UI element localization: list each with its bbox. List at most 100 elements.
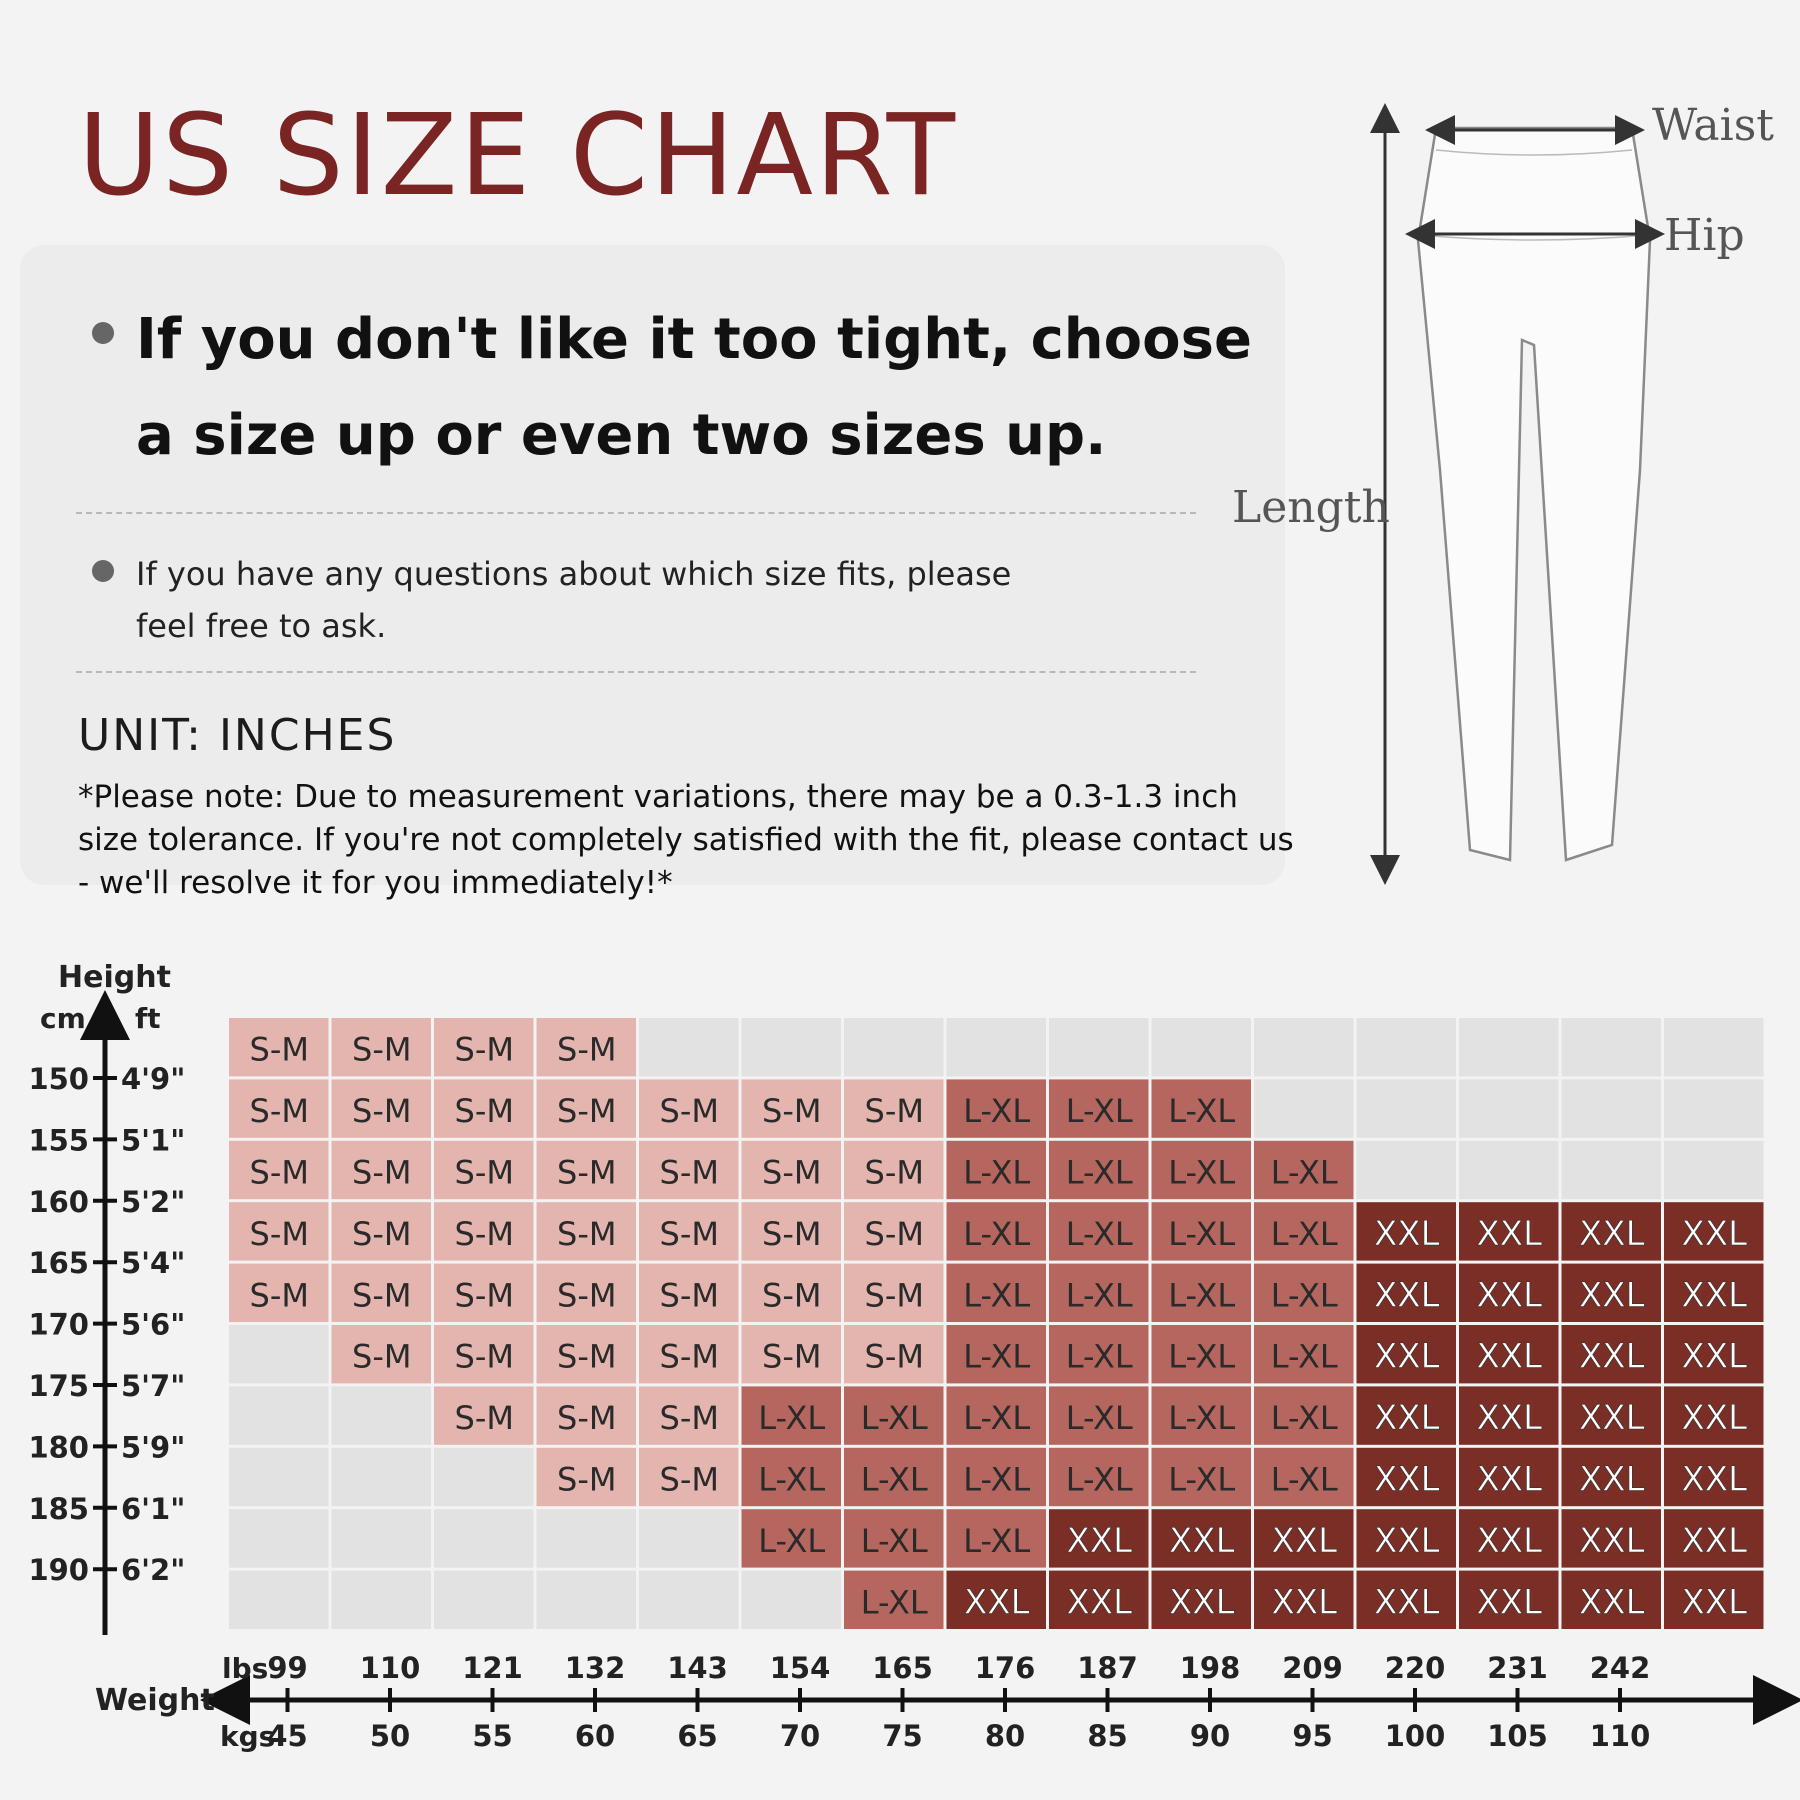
size-cell <box>946 1202 1046 1261</box>
size-label: XXL <box>1579 1521 1645 1561</box>
weight-tick-kgs: 90 <box>1190 1719 1230 1753</box>
size-label: S-M <box>557 1338 616 1376</box>
size-cell <box>434 1018 534 1077</box>
size-label: L-XL <box>963 1215 1030 1253</box>
size-cell <box>946 1263 1046 1322</box>
size-label: XXL <box>1476 1337 1542 1377</box>
size-cell <box>229 1509 329 1568</box>
height-unit-ft: ft <box>135 1002 161 1035</box>
page-title: US SIZE CHART <box>78 91 958 221</box>
size-label: S-M <box>762 1276 821 1314</box>
size-cell <box>1254 1079 1354 1138</box>
weight-tick-lbs: 154 <box>770 1651 831 1685</box>
size-label: S-M <box>762 1154 821 1192</box>
size-cell <box>844 1140 944 1200</box>
size-label: S-M <box>865 1154 924 1192</box>
size-cell <box>741 1509 841 1568</box>
size-cell <box>1254 1570 1354 1629</box>
size-cell <box>741 1447 841 1507</box>
size-cell <box>1254 1447 1354 1507</box>
size-label: XXL <box>1374 1460 1440 1500</box>
size-label: L-XL <box>1066 1276 1133 1314</box>
size-cell <box>1459 1079 1559 1138</box>
weight-unit-lbs: lbs <box>222 1652 268 1685</box>
leggings-figure <box>1370 103 1665 885</box>
size-label: XXL <box>964 1582 1030 1622</box>
size-cell <box>1561 1140 1661 1200</box>
height-tick-cm: 175 <box>28 1369 89 1403</box>
size-label: S-M <box>250 1092 309 1130</box>
size-cell <box>229 1140 329 1200</box>
weight-tick-kgs: 60 <box>575 1719 615 1753</box>
size-label: L-XL <box>1168 1399 1235 1437</box>
height-unit-cm: cm <box>40 1002 86 1035</box>
size-label: S-M <box>557 1399 616 1437</box>
size-label: S-M <box>660 1092 719 1130</box>
weight-tick-lbs: 176 <box>975 1651 1036 1685</box>
size-cell <box>1151 1140 1251 1200</box>
size-label: S-M <box>557 1092 616 1130</box>
main-tip: If you don't like it too tight, choose a… <box>136 307 1252 468</box>
size-cell <box>639 1325 739 1384</box>
height-tick-ft: 5'4" <box>121 1246 185 1280</box>
size-cell <box>229 1079 329 1138</box>
size-cell <box>1356 1202 1456 1261</box>
size-label: L-XL <box>758 1461 825 1499</box>
size-cell <box>844 1325 944 1384</box>
size-label: S-M <box>557 1461 616 1499</box>
size-label: L-XL <box>1271 1461 1338 1499</box>
size-cell <box>1049 1447 1149 1507</box>
tolerance-note: *Please note: Due to measurement variati… <box>78 779 1294 901</box>
size-label: S-M <box>455 1338 514 1376</box>
size-cell <box>1151 1386 1251 1445</box>
size-cell <box>741 1202 841 1261</box>
size-cell <box>741 1018 841 1077</box>
size-label: S-M <box>250 1154 309 1192</box>
size-label: L-XL <box>963 1338 1030 1376</box>
size-label: XXL <box>1476 1214 1542 1254</box>
size-label: S-M <box>865 1215 924 1253</box>
size-cell <box>1254 1202 1354 1261</box>
size-label: L-XL <box>963 1399 1030 1437</box>
weight-tick-kgs: 75 <box>882 1719 922 1753</box>
size-label: XXL <box>1374 1398 1440 1438</box>
size-cell <box>639 1386 739 1445</box>
size-cell <box>844 1018 944 1077</box>
size-cell <box>536 1202 636 1261</box>
size-label: XXL <box>1476 1275 1542 1315</box>
weight-tick-lbs: 99 <box>267 1651 307 1685</box>
unit-label: UNIT: INCHES <box>78 710 397 761</box>
dashed-divider <box>76 512 1196 514</box>
size-cell <box>1561 1386 1661 1445</box>
size-label: S-M <box>455 1031 514 1069</box>
weight-tick-lbs: 198 <box>1180 1651 1241 1685</box>
size-label: L-XL <box>1066 1461 1133 1499</box>
size-label: S-M <box>455 1154 514 1192</box>
size-label: XXL <box>1374 1337 1440 1377</box>
size-label: S-M <box>557 1215 616 1253</box>
height-tick-ft: 4'9" <box>121 1062 185 1096</box>
size-label: XXL <box>1579 1214 1645 1254</box>
weight-tick-lbs: 165 <box>872 1651 933 1685</box>
size-label: XXL <box>1374 1582 1440 1622</box>
size-cell <box>331 1140 431 1200</box>
size-label: L-XL <box>1168 1276 1235 1314</box>
size-label: S-M <box>660 1215 719 1253</box>
size-cell <box>946 1386 1046 1445</box>
size-cell <box>434 1263 534 1322</box>
size-cell <box>536 1509 636 1568</box>
size-label: S-M <box>352 1215 411 1253</box>
size-label: S-M <box>865 1092 924 1130</box>
size-label: L-XL <box>963 1092 1030 1130</box>
size-label: L-XL <box>1271 1399 1338 1437</box>
size-cell <box>1151 1325 1251 1384</box>
size-cell <box>331 1509 431 1568</box>
size-label: S-M <box>455 1215 514 1253</box>
size-label: L-XL <box>758 1399 825 1437</box>
size-cell <box>1459 1325 1559 1384</box>
size-label: XXL <box>1579 1582 1645 1622</box>
size-cell <box>434 1447 534 1507</box>
size-label: L-XL <box>1271 1215 1338 1253</box>
size-cell <box>741 1386 841 1445</box>
size-cell <box>844 1263 944 1322</box>
